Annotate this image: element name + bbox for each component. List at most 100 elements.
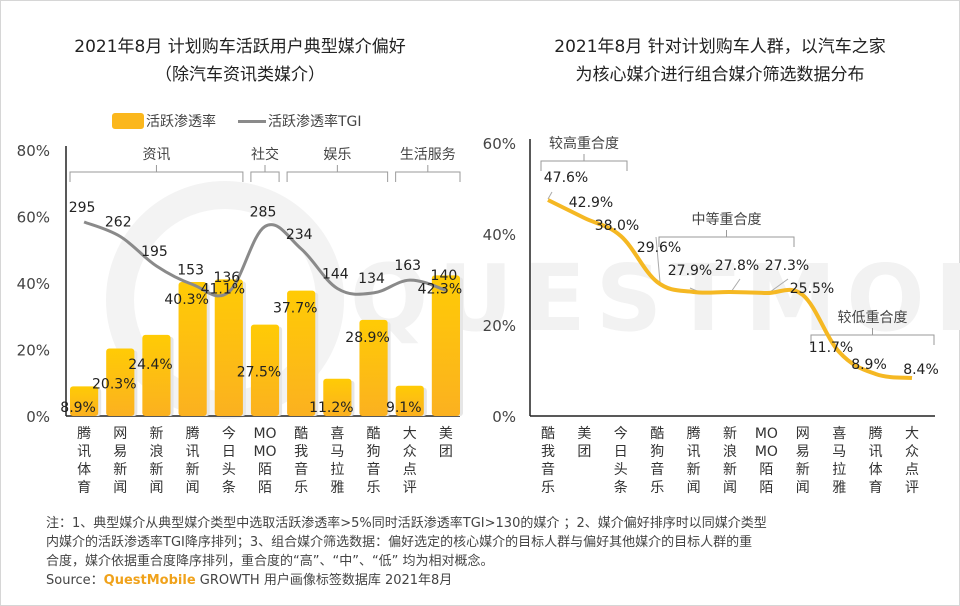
footnotes: 注：1、典型媒介从典型媒介类型中选取活跃渗透率>5%同时活跃渗透率TGI>130…: [46, 514, 926, 590]
x-category-label: 今: [222, 426, 236, 442]
overlap-value-label: 42.9%: [569, 195, 613, 211]
x-category-label: 网: [796, 426, 810, 442]
tgi-line: [83, 220, 447, 298]
tgi-label: 140: [431, 268, 458, 284]
x-category-label: 拉: [832, 462, 846, 478]
note-line-3: 合度，媒介依据重合度降序排列，重合度的“高”、“中”、“低” 均为相对概念。: [46, 554, 494, 569]
x-category-label: 美: [439, 426, 453, 442]
overlap-line: [547, 198, 913, 380]
x-category-label: MO: [755, 444, 778, 460]
x-category-label: 条: [614, 479, 628, 496]
source-suffix: GROWTH 用户画像标签数据库 2021年8月: [195, 573, 453, 588]
bar: [178, 282, 207, 416]
tgi-label: 195: [141, 244, 168, 260]
right-title-line-1: 2021年8月 针对计划购车人群，以汽车之家: [554, 37, 886, 57]
x-category-label: 狗: [367, 444, 381, 460]
overlap-value-label: 8.4%: [903, 362, 939, 378]
right-y-tick: 40%: [483, 226, 516, 244]
tgi-label: 285: [250, 204, 277, 220]
group-较低重合度-bracket: [810, 328, 935, 345]
source-line: Source：QuestMobile GROWTH 用户画像标签数据库 2021…: [46, 571, 926, 590]
left-y-tick: 80%: [17, 142, 50, 160]
x-category-label: 陌: [258, 462, 272, 478]
bar-value-label: 42.3%: [418, 281, 462, 297]
legend-bar-label: 活跃渗透率: [146, 114, 216, 130]
x-category-label: 评: [905, 480, 919, 496]
overlap-value-label: 8.9%: [851, 357, 887, 373]
x-category-label: 讯: [869, 444, 883, 460]
left-y-tick: 60%: [17, 209, 50, 227]
note-line-1: 注：1、典型媒介从典型媒介类型中选取活跃渗透率>5%同时活跃渗透率TGI>130…: [46, 516, 767, 531]
x-category-label: 新: [149, 426, 163, 442]
bar: [359, 319, 388, 416]
bar-value-label: 24.4%: [128, 357, 172, 373]
x-category-label: 狗: [650, 444, 664, 460]
x-category-label: 陌: [258, 480, 272, 496]
group-资讯-label: 资讯: [142, 147, 170, 163]
x-category-label: 讯: [77, 444, 91, 460]
x-category-label: 新: [149, 462, 163, 478]
bar: [431, 275, 460, 416]
group-较低重合度-label: 较低重合度: [838, 310, 908, 326]
x-category-label: 条: [222, 479, 236, 496]
x-category-label: 新: [687, 462, 701, 478]
x-category-label: MO: [755, 426, 778, 442]
x-category-label: 新: [723, 462, 737, 478]
x-category-label: 酷: [294, 426, 308, 442]
x-category-label: 讯: [186, 444, 200, 460]
group-资讯-bracket: [69, 165, 244, 182]
x-category-label: 乐: [294, 480, 308, 496]
x-category-label: 体: [77, 462, 91, 478]
left-y-tick: 0%: [26, 408, 50, 426]
bar-value-label: 27.5%: [237, 365, 281, 381]
overlap-value-label: 38.0%: [595, 218, 639, 234]
x-category-label: 闻: [687, 480, 701, 496]
x-category-label: 音: [294, 461, 308, 478]
overlap-value-label: 27.9%: [668, 263, 712, 279]
x-category-label: 浪: [723, 444, 737, 460]
x-category-label: 酷: [367, 426, 381, 442]
source-brand: QuestMobile: [103, 573, 196, 588]
left-title-line-1: 2021年8月 计划购车活跃用户典型媒介偏好: [74, 37, 406, 57]
x-category-label: 新: [796, 462, 810, 478]
bar-value-label: 28.9%: [345, 330, 389, 346]
bar: [70, 386, 99, 416]
x-category-label: 团: [577, 444, 591, 460]
group-中等重合度-label: 中等重合度: [692, 211, 762, 228]
legend-line-label: 活跃渗透率TGI: [268, 114, 362, 130]
right-chart-title: 2021年8月 针对计划购车人群，以汽车之家 为核心媒介进行组合媒介筛选数据分布: [500, 33, 940, 89]
x-category-label: 我: [294, 444, 308, 460]
left-chart-title: 2021年8月 计划购车活跃用户典型媒介偏好 （除汽车资讯类媒介）: [20, 33, 460, 89]
x-category-label: 大: [403, 426, 417, 442]
bar: [323, 378, 352, 416]
x-category-label: 马: [330, 444, 344, 460]
x-category-label: 新: [186, 462, 200, 478]
bar-value-label: 11.2%: [309, 400, 353, 416]
x-category-label: 美: [577, 426, 591, 442]
x-category-label: 育: [77, 480, 91, 496]
x-category-label: 我: [541, 444, 555, 460]
x-category-label: 音: [541, 461, 555, 478]
right-title-line-2: 为核心媒介进行组合媒介筛选数据分布: [575, 65, 865, 85]
x-category-label: 雅: [330, 480, 344, 496]
bar-value-label: 8.9%: [60, 400, 96, 416]
tgi-label: 153: [177, 263, 204, 279]
x-category-label: 音: [367, 461, 381, 478]
group-中等重合度-bracket: [658, 230, 795, 247]
leader-line: [547, 191, 553, 200]
x-category-label: 音: [650, 461, 664, 478]
x-category-label: 易: [113, 444, 127, 460]
tgi-label: 144: [322, 266, 349, 282]
group-娱乐-bracket: [286, 165, 389, 182]
leader-line: [655, 236, 661, 283]
tgi-label: 262: [105, 215, 132, 231]
x-category-label: 腾: [869, 425, 883, 442]
tgi-label: 136: [213, 270, 240, 286]
x-category-label: 易: [796, 444, 810, 460]
legend-line-swatch: [238, 119, 266, 123]
overlap-value-label: 25.5%: [790, 281, 834, 297]
bar-value-label: 37.7%: [273, 301, 317, 317]
x-category-label: 闻: [113, 480, 127, 496]
